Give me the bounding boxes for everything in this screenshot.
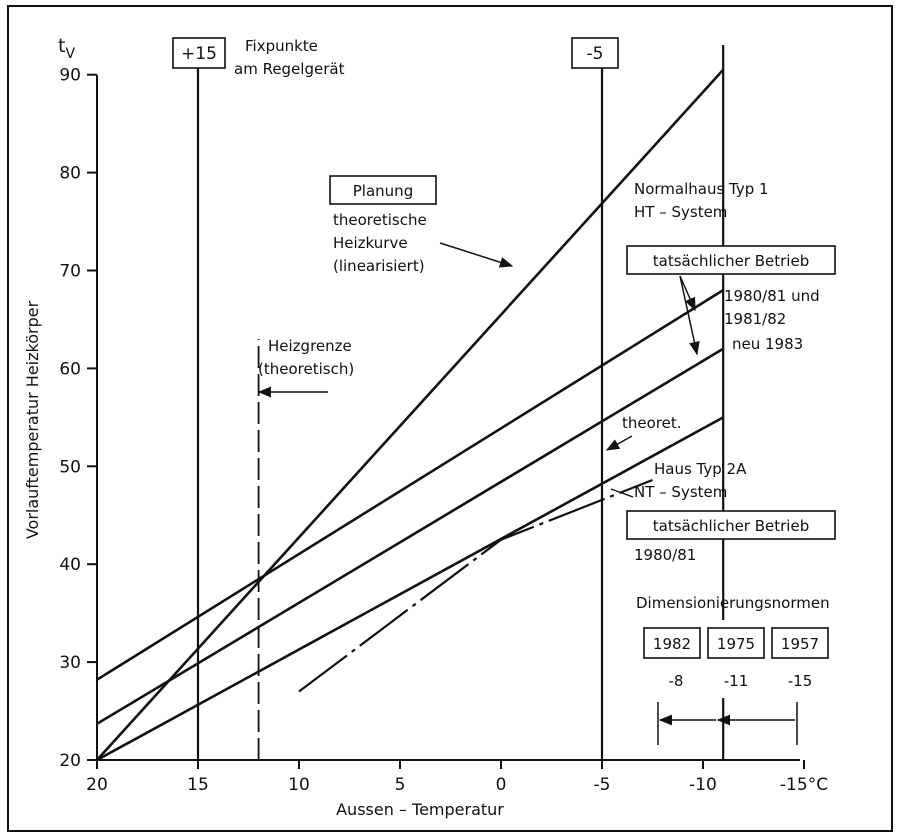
norm-1957-value: -15 [788,672,813,690]
heizgrenze-label-2: (theoretisch) [258,360,354,378]
betrieb-a-arrow-2 [679,275,700,356]
y-tick-label: 70 [59,262,81,282]
normalhaus-label-1: Normalhaus Typ 1 [634,180,769,198]
betrieb-a-label: tatsächlicher Betrieb [653,252,809,270]
betrieb-a-arrow-1 [679,275,696,312]
y-tick-label: 90 [59,66,81,86]
jahr-a-label-2: 1981/82 [724,310,786,328]
linearisiert-label: (linearisiert) [333,257,425,275]
neu-label: neu 1983 [732,335,803,353]
norm-1975-value: -11 [724,672,749,690]
series-line-planung [96,68,725,761]
y-axis-symbol: tV [58,35,75,62]
x-tick-label: 0 [496,775,507,795]
x-tick-label: 5 [395,775,406,795]
y-tick-label: 80 [59,164,81,184]
fixpoint-plus-label: +15 [181,44,217,64]
norm-1982-label: 1982 [653,635,691,653]
x-tick-label: -15°C [780,775,828,795]
y-tick-label: 50 [59,457,81,477]
series-line-typ2a_theoret [96,416,724,762]
series-lines [96,68,725,762]
y-axis-label: Vorlauftemperatur Heizkörper [23,300,42,539]
norm-1957-label: 1957 [781,635,819,653]
norm-1982-box [643,627,701,659]
series-line-betrieb_1980_82 [96,288,724,681]
heizkurve-label: Heizkurve [333,234,408,252]
jahr-a-label-1: 1980/81 und [724,287,820,305]
jahr-b-label: 1980/81 [634,546,696,564]
planung-box [329,175,437,205]
x-axis-ticks: 20 15 10 5 0 -5 -10 -15°C [86,760,828,795]
y-tick-label: 20 [59,751,81,771]
fixpunkte-label-2: am Regelgerät [234,60,345,78]
heizgrenze-label-1: Heizgrenze [268,337,352,355]
betrieb-b-box [626,510,836,540]
fixpoint-minus-label: -5 [587,44,604,64]
theoretische-label: theoretische [333,211,427,229]
series-line-typ2a_betrieb [298,478,653,693]
planung-arrow [439,242,514,268]
y-tick-label: 30 [59,653,81,673]
normalhaus-label-2: HT – System [634,203,727,221]
x-tick-label: 20 [86,775,108,795]
norm-1975-label: 1975 [717,635,755,653]
fixpunkte-label-1: Fixpunkte [245,37,318,55]
norm-1982-value: -8 [669,672,684,690]
dim-label: Dimensionierungsnormen [636,594,830,612]
x-tick-label: -5 [594,775,611,795]
y-axis-ticks: 20 30 40 50 60 70 80 90 [59,66,97,771]
betrieb-a-box [626,245,836,275]
y-tick-label: 60 [59,359,81,379]
betrieb-b-pointer [610,488,634,498]
y-tick-label: 40 [59,555,81,575]
theoret-arrow [605,435,633,451]
betrieb-b-label: tatsächlicher Betrieb [653,517,809,535]
x-axis-label: Aussen – Temperatur [336,800,504,819]
x-tick-label: 10 [288,775,310,795]
theoret-short-label: theoret. [622,414,682,432]
haus2a-label-1: Haus Typ 2A [654,460,747,478]
planung-label: Planung [353,182,413,200]
x-tick-label: 15 [187,775,209,795]
series-line-neu_1983 [96,347,724,725]
x-tick-label: -10 [689,775,717,795]
haus2a-label-2: NT – System [634,483,727,501]
norm-1975-box [707,627,765,659]
fixpoint-minus-box [571,37,619,69]
fixpoint-plus-box [172,37,226,69]
norm-1957-box [771,627,829,659]
outer-frame [7,5,893,832]
